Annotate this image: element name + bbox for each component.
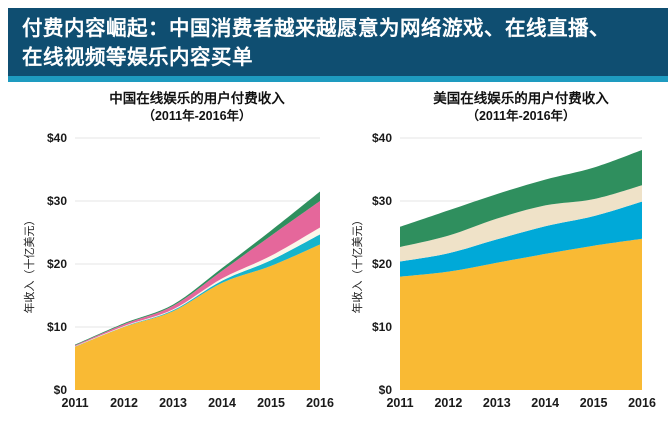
us-ytick-label: $30: [372, 194, 392, 208]
china-ytick-label: $10: [47, 320, 67, 334]
us-year-label: 2014: [531, 396, 559, 410]
banner-title-line1: 付费内容崛起：中国消费者越来越愿意为网络游戏、在线直播、: [22, 17, 610, 40]
us-layer-green: [400, 150, 642, 247]
china-chart-plot: $0 $10 $20 $30 $40 2011 2012 2013 2014 2015 2016: [47, 131, 334, 410]
us-year-label: 2015: [580, 396, 608, 410]
china-ytick-label: $40: [47, 131, 67, 145]
us-chart-plot: $0 $10 $20 $30 $40 2011 2012 2013 2014 2015 2016: [372, 131, 656, 410]
china-year-label: 2015: [257, 396, 285, 410]
us-layer-cream: [400, 185, 642, 262]
us-year-label: 2016: [628, 396, 656, 410]
us-chart-ylabel: 年收入（十亿美元）: [350, 215, 364, 314]
us-year-label: 2012: [434, 396, 462, 410]
china-chart-title: 中国在线娱乐的用户付费收入: [109, 90, 285, 106]
us-ytick-label: $10: [372, 320, 392, 334]
us-chart-subtitle: （2011年-2016年）: [466, 108, 575, 123]
china-chart-ylabel: 年收入（十亿美元）: [22, 215, 36, 314]
china-ytick-label: $0: [54, 383, 68, 397]
china-year-label: 2013: [159, 396, 187, 410]
title-banner: 付费内容崛起：中国消费者越来越愿意为网络游戏、在线直播、 在线视频等娱乐内容买单: [8, 8, 668, 82]
us-ytick-label: $20: [372, 257, 392, 271]
china-year-label: 2014: [208, 396, 236, 410]
china-year-label: 2011: [61, 396, 88, 410]
china-chart-subtitle: （2011年-2016年）: [142, 108, 251, 123]
us-layer-yellow: [400, 238, 642, 390]
china-year-label: 2016: [306, 396, 334, 410]
china-year-label: 2012: [110, 396, 138, 410]
banner-title-line2: 在线视频等娱乐内容买单: [22, 46, 253, 69]
us-year-label: 2011: [386, 396, 413, 410]
china-ytick-label: $20: [47, 257, 67, 271]
us-chart-title: 美国在线娱乐的用户付费收入: [433, 90, 609, 106]
us-layer-blue: [400, 201, 642, 277]
us-ytick-label: $0: [379, 383, 393, 397]
us-year-label: 2013: [483, 396, 511, 410]
us-ytick-label: $40: [372, 131, 392, 145]
china-ytick-label: $30: [47, 194, 67, 208]
china-layer-yellow: [75, 244, 320, 390]
charts-canvas: 中国在线娱乐的用户付费收入 （2011年-2016年） 年收入（十亿美元） $0…: [22, 90, 656, 410]
